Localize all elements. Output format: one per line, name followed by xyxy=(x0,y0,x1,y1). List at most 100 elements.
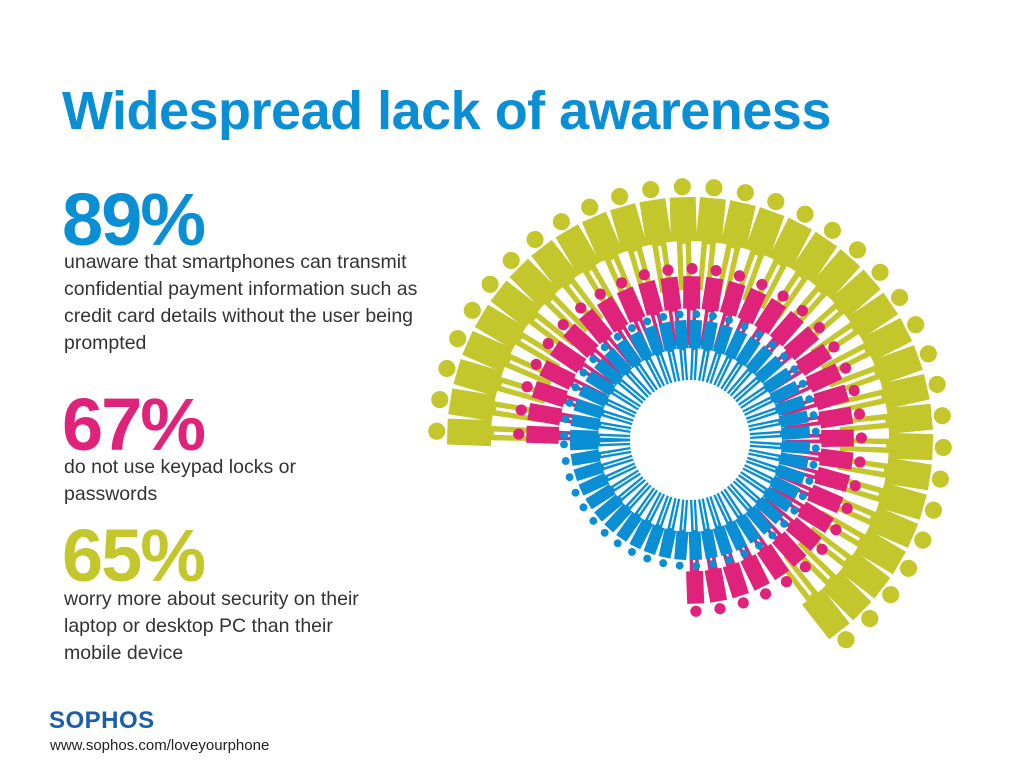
person-icon xyxy=(700,264,724,347)
stat-65-value: 65% xyxy=(62,514,206,597)
person-icon xyxy=(705,496,733,564)
person-icon xyxy=(726,278,768,356)
person-icon xyxy=(658,312,681,383)
person-icon xyxy=(589,476,646,525)
person-icon xyxy=(600,482,652,537)
person-icon xyxy=(502,251,589,339)
person-icon xyxy=(643,495,673,563)
person-icon xyxy=(581,198,637,305)
person-icon xyxy=(565,398,634,426)
person-icon xyxy=(616,277,656,355)
person-icon xyxy=(515,402,598,428)
person-icon xyxy=(748,448,818,470)
person-icon xyxy=(600,343,652,398)
stat-67-description: do not use keypad locks or passwords xyxy=(64,456,296,505)
page-title: Widespread lack of awareness xyxy=(62,81,831,141)
stat-89-value: 89% xyxy=(62,178,206,261)
person-icon xyxy=(768,221,842,320)
person-icon xyxy=(738,365,799,409)
person-icon xyxy=(738,290,789,363)
person-icon xyxy=(526,230,604,326)
person-icon xyxy=(837,456,949,491)
person-icon xyxy=(589,355,646,404)
person-icon xyxy=(688,310,703,381)
person-icon xyxy=(783,406,866,430)
person-icon xyxy=(774,362,852,404)
person-icon xyxy=(705,316,733,384)
person-icon xyxy=(449,330,556,386)
person-icon xyxy=(752,205,814,310)
person-icon xyxy=(683,263,701,346)
person-icon xyxy=(742,464,807,501)
person-icon xyxy=(820,316,925,378)
person-icon xyxy=(750,507,811,573)
person-icon xyxy=(767,341,840,392)
person-icon xyxy=(639,181,674,293)
person-icon xyxy=(697,312,718,382)
person-icon xyxy=(530,358,607,402)
person-icon xyxy=(481,275,576,353)
person-icon xyxy=(828,345,937,396)
person-icon xyxy=(734,193,785,302)
person-icon xyxy=(732,352,789,403)
person-icon xyxy=(613,487,659,548)
person-icon xyxy=(713,322,749,388)
person-icon xyxy=(749,426,820,440)
person-icon xyxy=(732,477,789,528)
person-icon xyxy=(571,383,637,418)
person-icon xyxy=(816,510,918,577)
person-icon xyxy=(575,302,633,370)
person-icon xyxy=(695,179,726,292)
person-icon xyxy=(768,486,842,536)
person-icon xyxy=(791,541,879,628)
person-icon xyxy=(760,497,828,555)
person-icon xyxy=(739,516,793,588)
person-icon xyxy=(542,337,614,391)
stat-67-value: 67% xyxy=(62,383,206,466)
person-icon xyxy=(561,447,632,466)
person-icon xyxy=(571,462,637,497)
sophos-logo: SOPHOS xyxy=(49,707,155,734)
person-icon xyxy=(713,270,746,351)
person-icon xyxy=(702,532,728,615)
person-icon xyxy=(738,471,799,515)
person-icon xyxy=(628,491,666,556)
person-icon xyxy=(720,330,763,392)
person-icon xyxy=(784,241,867,332)
person-icon xyxy=(834,374,946,414)
person-icon xyxy=(780,461,861,492)
person-icon xyxy=(688,499,703,570)
person-icon xyxy=(431,388,543,423)
person-icon xyxy=(748,410,818,432)
person-icon xyxy=(713,492,749,558)
person-icon xyxy=(798,263,889,346)
person-icon xyxy=(643,317,673,385)
person-icon xyxy=(726,483,777,540)
footer-url: www.sophos.com/loveyourphone xyxy=(50,737,270,754)
person-icon xyxy=(552,213,620,315)
person-icon xyxy=(720,488,763,550)
person-icon xyxy=(779,384,860,417)
person-icon xyxy=(674,499,689,570)
person-icon xyxy=(463,301,565,369)
person-icon xyxy=(613,332,659,393)
person-icon xyxy=(745,456,814,485)
person-icon xyxy=(674,310,689,381)
person-icon xyxy=(742,379,807,416)
person-icon xyxy=(728,523,772,600)
person-icon xyxy=(775,474,853,514)
person-icon xyxy=(557,319,623,380)
person-icon xyxy=(804,526,900,604)
person-icon xyxy=(697,498,718,568)
person-icon xyxy=(810,288,909,361)
person-icon xyxy=(745,395,814,424)
person-icon xyxy=(749,305,809,372)
person-icon xyxy=(561,414,632,433)
person-icon xyxy=(638,269,669,350)
person-icon xyxy=(658,497,681,568)
person-icon xyxy=(825,493,932,549)
person-icon xyxy=(716,184,756,296)
person-icon xyxy=(560,437,631,451)
person-icon xyxy=(438,359,548,404)
